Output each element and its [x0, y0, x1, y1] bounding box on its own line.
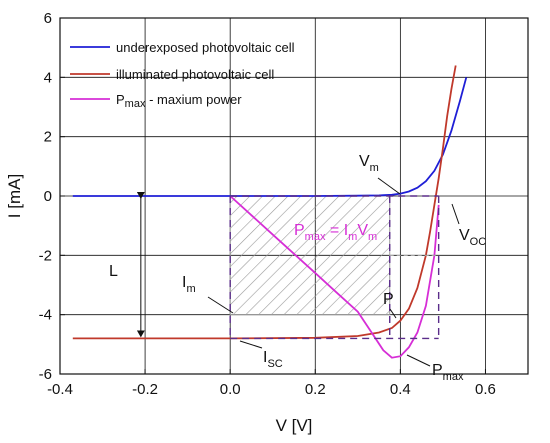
- legend-label-underexposed: underexposed photovoltaic cell: [116, 40, 295, 55]
- x-tick-label: 0.4: [390, 381, 411, 398]
- x-tick-label: 0.2: [305, 381, 326, 398]
- annotation-pmax-equation: Pmax = ImVm: [294, 222, 377, 243]
- leader-voc: [451, 203, 460, 225]
- annotation-isc: ISC: [263, 349, 283, 370]
- reference-lines: [229, 195, 440, 340]
- legend-label-illuminated: illuminated photovoltaic cell: [116, 67, 274, 82]
- annotation-vm: Vm: [359, 153, 379, 174]
- x-tick-label: 0.6: [475, 381, 496, 398]
- y-tick-label: 2: [44, 129, 52, 146]
- annotation-im: Im: [182, 274, 196, 295]
- axis-ticks: -0.4 -0.2 0.0 0.2 0.4 0.6 -6 -4 -2 0 2 4 6: [39, 10, 496, 398]
- leader-isc: [239, 340, 263, 349]
- series-pmax: [229, 195, 440, 359]
- x-tick-label: -0.2: [132, 381, 158, 398]
- leader-p: [389, 308, 397, 319]
- hatched-power-area: [229, 195, 391, 316]
- y-tick-label: 6: [44, 10, 52, 27]
- y-tick-label: 0: [44, 188, 52, 205]
- legend: underexposed photovoltaic cell illuminat…: [70, 40, 295, 110]
- annotation-voc: VOC: [459, 227, 486, 248]
- y-axis-title: I [mA]: [5, 174, 24, 218]
- x-tick-label: 0.0: [220, 381, 241, 398]
- x-axis-title: V [V]: [276, 416, 313, 435]
- annotation-l: L: [109, 263, 118, 280]
- y-tick-label: 4: [44, 69, 52, 86]
- y-tick-label: -4: [39, 307, 52, 324]
- annotation-pmax: Pmax: [432, 362, 464, 383]
- annotation-p: P: [383, 291, 394, 308]
- x-tick-label: -0.4: [47, 381, 73, 398]
- legend-label-pmax: Pmax - maxium power: [116, 92, 242, 110]
- leader-vm: [377, 177, 401, 195]
- y-tick-label: -6: [39, 366, 52, 383]
- leader-im: [207, 296, 234, 314]
- series-illuminated: [72, 65, 457, 340]
- y-tick-label: -2: [39, 247, 52, 264]
- leader-pmax: [406, 354, 431, 367]
